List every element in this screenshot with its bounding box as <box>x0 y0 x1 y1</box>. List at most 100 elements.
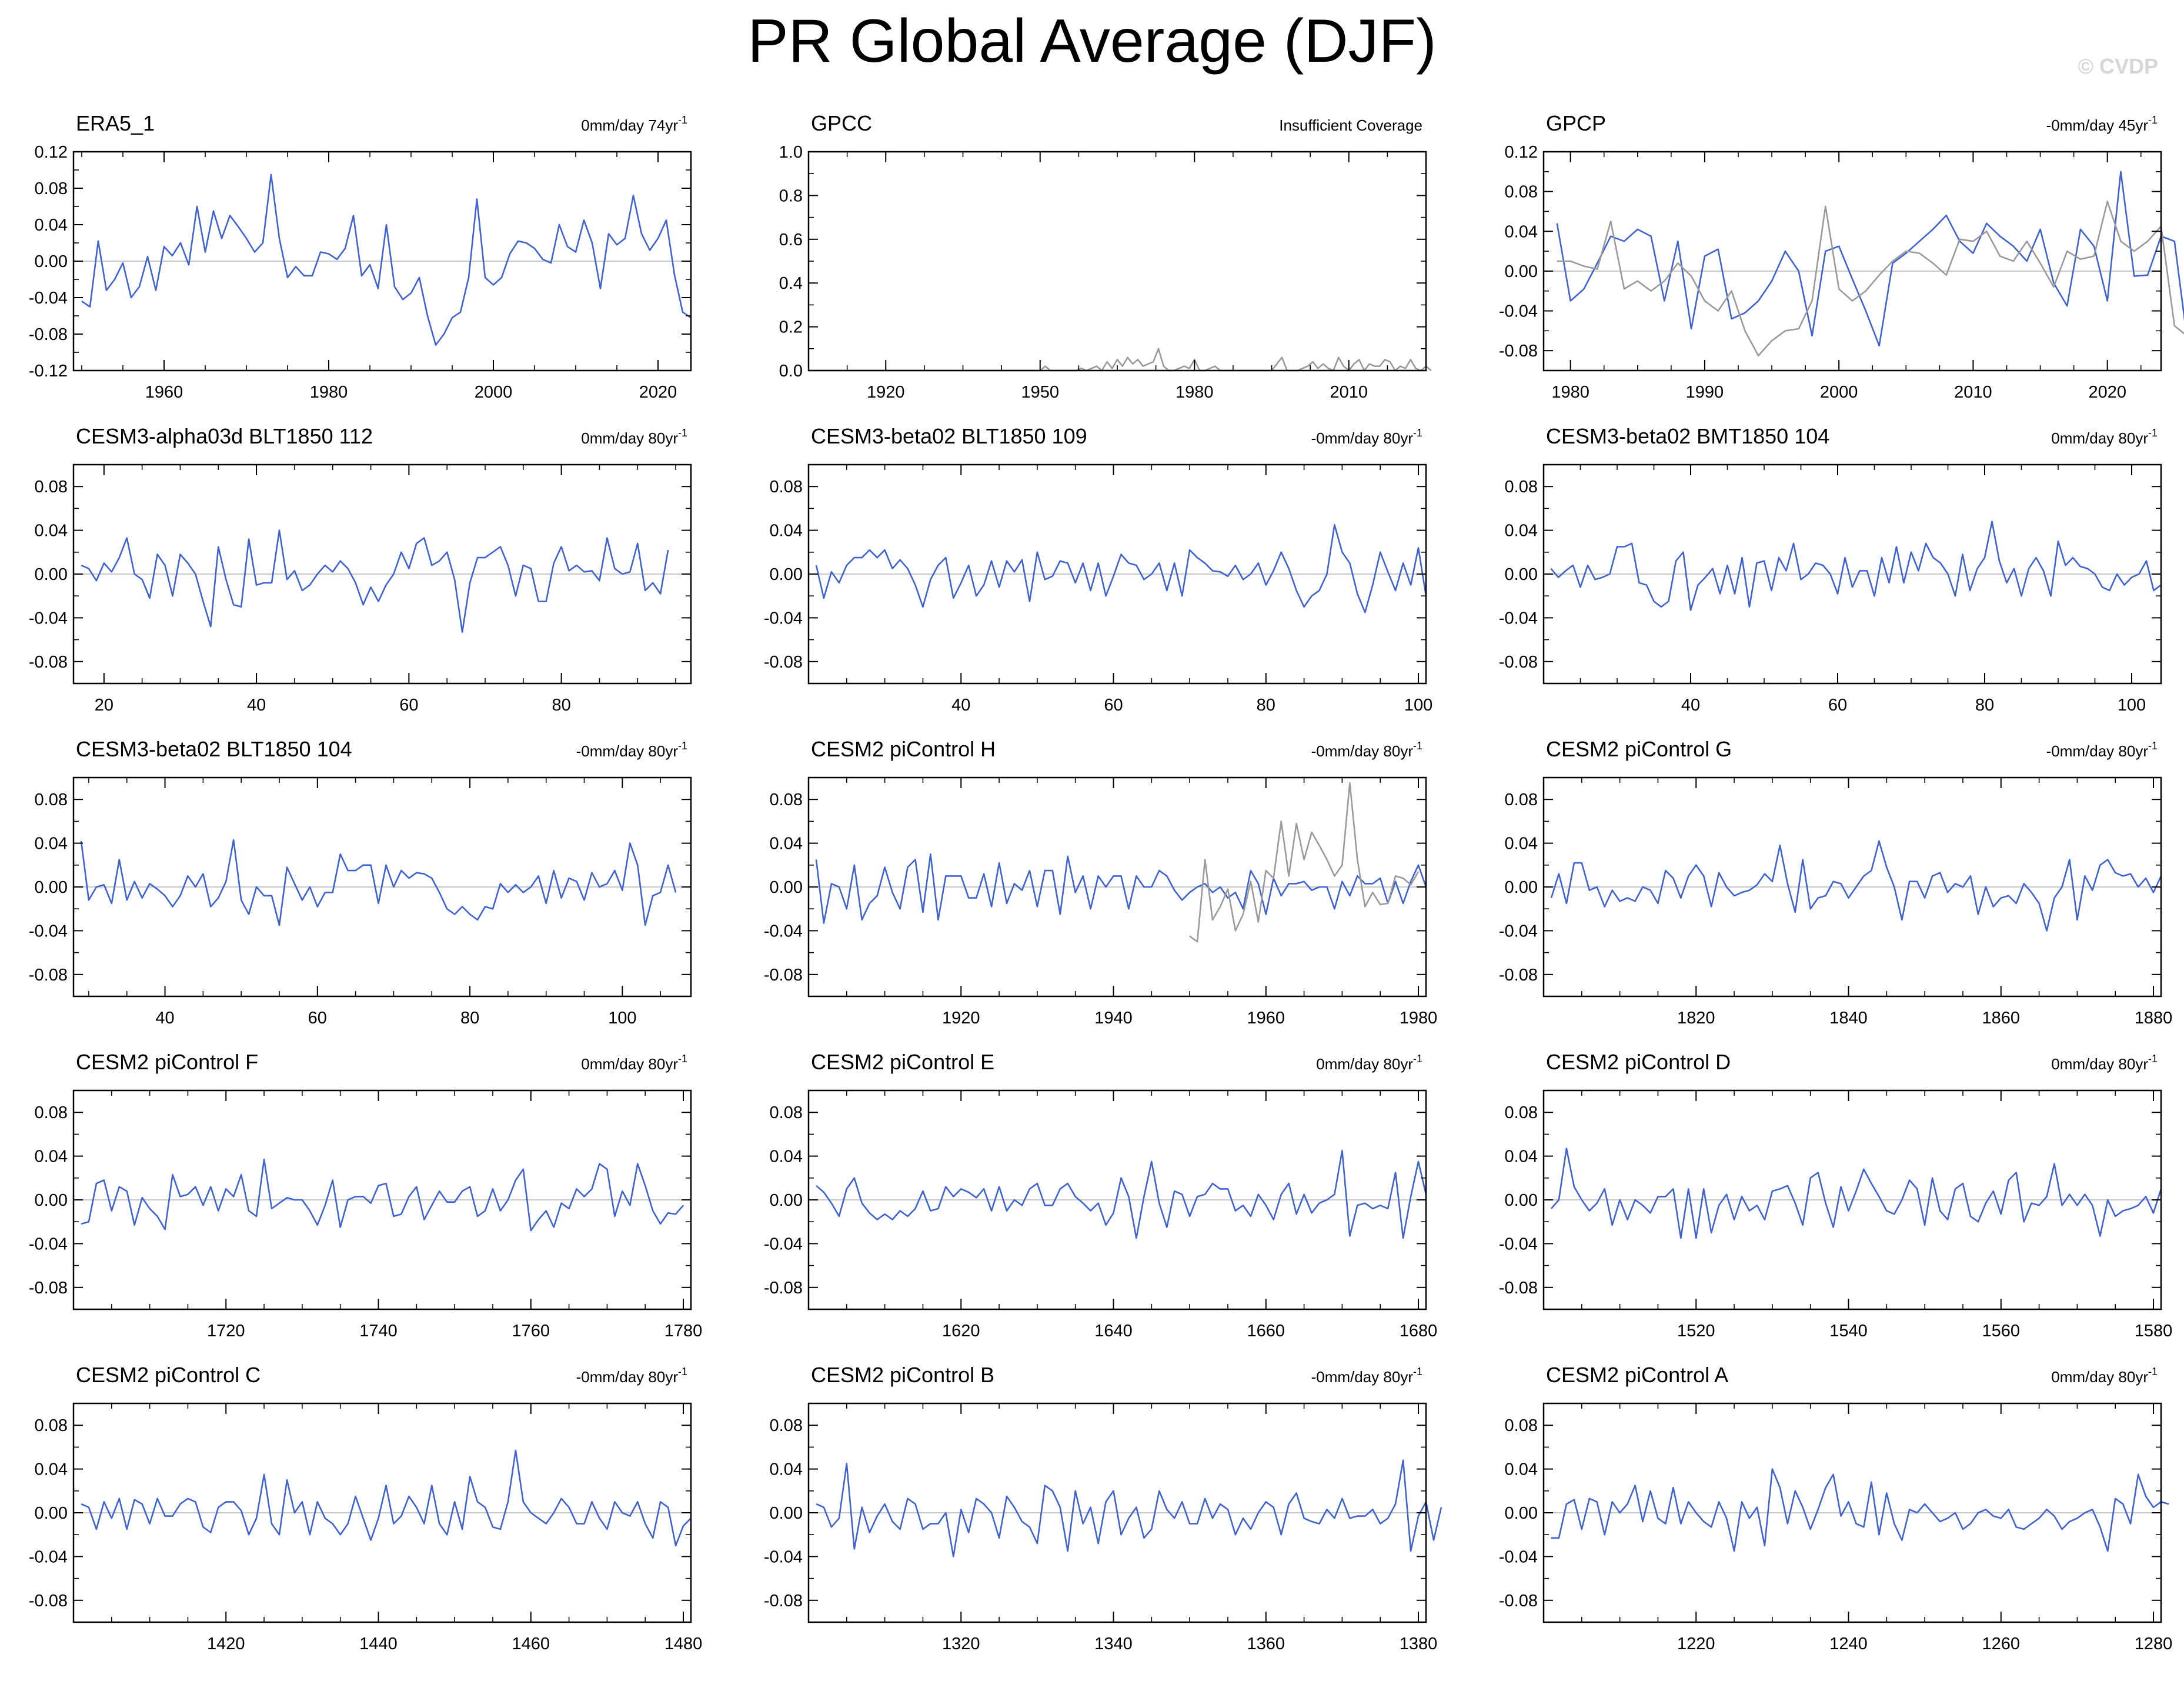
y-tick-label: 0.00 <box>35 1504 68 1523</box>
y-tick-label: 0.04 <box>35 1460 68 1479</box>
y-tick-label: -0.04 <box>764 1547 803 1566</box>
y-tick-label: -0.04 <box>29 922 68 940</box>
panel-title: CESM3-beta02 BLT1850 104 <box>76 737 352 761</box>
panel-title: CESM2 piControl E <box>811 1050 994 1074</box>
panel-title: CESM3-alpha03d BLT1850 112 <box>76 424 373 448</box>
y-tick-label: 0.4 <box>779 274 803 293</box>
x-tick-label: 20 <box>95 696 113 715</box>
y-tick-label: -0.04 <box>1499 1547 1538 1566</box>
panel-annotation: -0mm/day 80yr-1 <box>1311 427 1422 447</box>
x-tick-label: 80 <box>1257 696 1275 715</box>
x-tick-label: 1950 <box>1021 383 1059 402</box>
x-tick-label: 1460 <box>512 1635 550 1653</box>
y-tick-label: -0.04 <box>1499 1235 1538 1253</box>
x-tick-label: 1480 <box>664 1635 703 1653</box>
x-tick-label: 60 <box>308 1009 327 1028</box>
chart-panel: CESM3-beta02 BLT1850 109 -0mm/day 80yr-1-… <box>764 424 1432 715</box>
y-tick-label: 0.08 <box>1505 1103 1538 1122</box>
y-tick-label: 0.08 <box>1505 183 1538 202</box>
x-tick-label: 1380 <box>1400 1635 1438 1653</box>
x-tick-label: 1990 <box>1686 383 1724 402</box>
panel-annotation: 0mm/day 80yr-1 <box>2051 1366 2158 1386</box>
chart-panel: CESM2 piControl E 0mm/day 80yr-1 -0.08 -0.0… <box>764 1050 1437 1340</box>
x-tick-label: 1340 <box>1094 1635 1133 1653</box>
y-tick-label: 0.04 <box>770 1148 803 1166</box>
x-tick-label: 1260 <box>1982 1635 2021 1653</box>
series-line <box>1557 201 2184 356</box>
y-tick-label: -0.08 <box>1499 653 1538 672</box>
panel-title: CESM2 piControl G <box>1546 737 1732 761</box>
y-tick-label: 0.08 <box>1505 478 1538 496</box>
y-tick-label: -0.08 <box>1499 1279 1538 1298</box>
y-tick-label: 0.00 <box>770 1504 803 1523</box>
x-tick-label: 1920 <box>942 1009 980 1028</box>
annotation-superscript: -1 <box>678 1366 687 1378</box>
chart-panel: ERA5_1 0mm/day 74yr-1 -0.12 -0.08 -0.04 0.00 0… <box>29 111 692 402</box>
watermark: © CVDP <box>2078 54 2158 78</box>
panel-annotation: -0mm/day 80yr-1 <box>576 1366 687 1386</box>
panel-annotation: 0mm/day 74yr-1 <box>581 114 687 134</box>
y-tick-label: -0.08 <box>1499 1592 1538 1610</box>
x-tick-label: 1980 <box>1551 383 1589 402</box>
x-tick-label: 1820 <box>1677 1009 1715 1028</box>
y-tick-label: 0.00 <box>770 565 803 584</box>
x-tick-label: 1220 <box>1677 1635 1715 1653</box>
annotation-superscript: -1 <box>1413 1366 1422 1378</box>
panel-title: CESM2 piControl H <box>811 737 996 761</box>
x-tick-label: 1980 <box>1176 383 1214 402</box>
series-line <box>1550 840 2162 932</box>
x-tick-label: 2020 <box>639 383 677 402</box>
x-tick-label: 2000 <box>1820 383 1858 402</box>
annotation-superscript: -1 <box>678 427 687 439</box>
series-line <box>81 1158 684 1232</box>
y-tick-label: 0.00 <box>1505 262 1538 281</box>
y-tick-label: 0.08 <box>35 478 68 496</box>
y-tick-label: -0.08 <box>29 325 68 344</box>
y-tick-label: -0.08 <box>764 1279 803 1298</box>
x-tick-label: 1840 <box>1829 1009 1868 1028</box>
y-tick-label: 0.04 <box>770 1460 803 1479</box>
y-tick-label: 0.12 <box>35 143 68 162</box>
panel-title: CESM2 piControl A <box>1546 1363 1728 1387</box>
series-line <box>81 529 669 633</box>
y-tick-label: 0.08 <box>35 791 68 809</box>
y-tick-label: 0.08 <box>35 1416 68 1435</box>
series-line <box>81 1449 692 1547</box>
x-tick-label: 1980 <box>310 383 348 402</box>
annotation-superscript: -1 <box>1413 427 1422 439</box>
x-tick-label: 60 <box>1828 696 1847 715</box>
x-tick-label: 1760 <box>512 1322 550 1340</box>
panel-title: ERA5_1 <box>76 111 155 135</box>
panel-annotation: Insufficient Coverage <box>1279 116 1422 134</box>
y-tick-label: 0.04 <box>35 216 68 235</box>
series-line <box>1551 1148 2162 1239</box>
x-tick-label: 1360 <box>1247 1635 1285 1653</box>
panel-title: CESM2 piControl C <box>76 1363 261 1387</box>
x-tick-label: 1720 <box>207 1322 245 1340</box>
annotation-superscript: -1 <box>2148 114 2158 126</box>
y-tick-label: 0.04 <box>35 522 68 541</box>
x-tick-label: 1420 <box>207 1635 245 1653</box>
series-line <box>815 523 1427 613</box>
series-line <box>809 348 1432 372</box>
series-line <box>1551 1468 2169 1552</box>
y-tick-label: -0.04 <box>1499 922 1538 940</box>
y-tick-label: 0.0 <box>779 362 803 381</box>
y-tick-label: 0.04 <box>1505 222 1538 241</box>
x-tick-label: 1860 <box>1982 1009 2021 1028</box>
x-tick-label: 80 <box>460 1009 479 1028</box>
y-tick-label: 0.08 <box>770 478 803 496</box>
panel-annotation: -0mm/day 45yr-1 <box>2046 114 2158 134</box>
x-tick-label: 1940 <box>1094 1009 1133 1028</box>
x-tick-label: 2020 <box>2088 383 2126 402</box>
y-tick-label: -0.04 <box>1499 609 1538 628</box>
y-tick-label: 0.08 <box>1505 1416 1538 1435</box>
y-tick-label: 0.00 <box>1505 1191 1538 1210</box>
chart-panel: CESM2 piControl B -0mm/day 80yr-1 -0.08 -0.… <box>764 1363 1442 1653</box>
y-tick-label: 0.12 <box>1505 143 1538 162</box>
chart-panel: CESM3-alpha03d BLT1850 112 0mm/day 80yr-1… <box>29 424 692 715</box>
panel-title: GPCP <box>1546 111 1606 135</box>
x-tick-label: 1640 <box>1094 1322 1133 1340</box>
panel-title: CESM2 piControl B <box>811 1363 994 1387</box>
y-tick-label: 0.00 <box>1505 1504 1538 1523</box>
